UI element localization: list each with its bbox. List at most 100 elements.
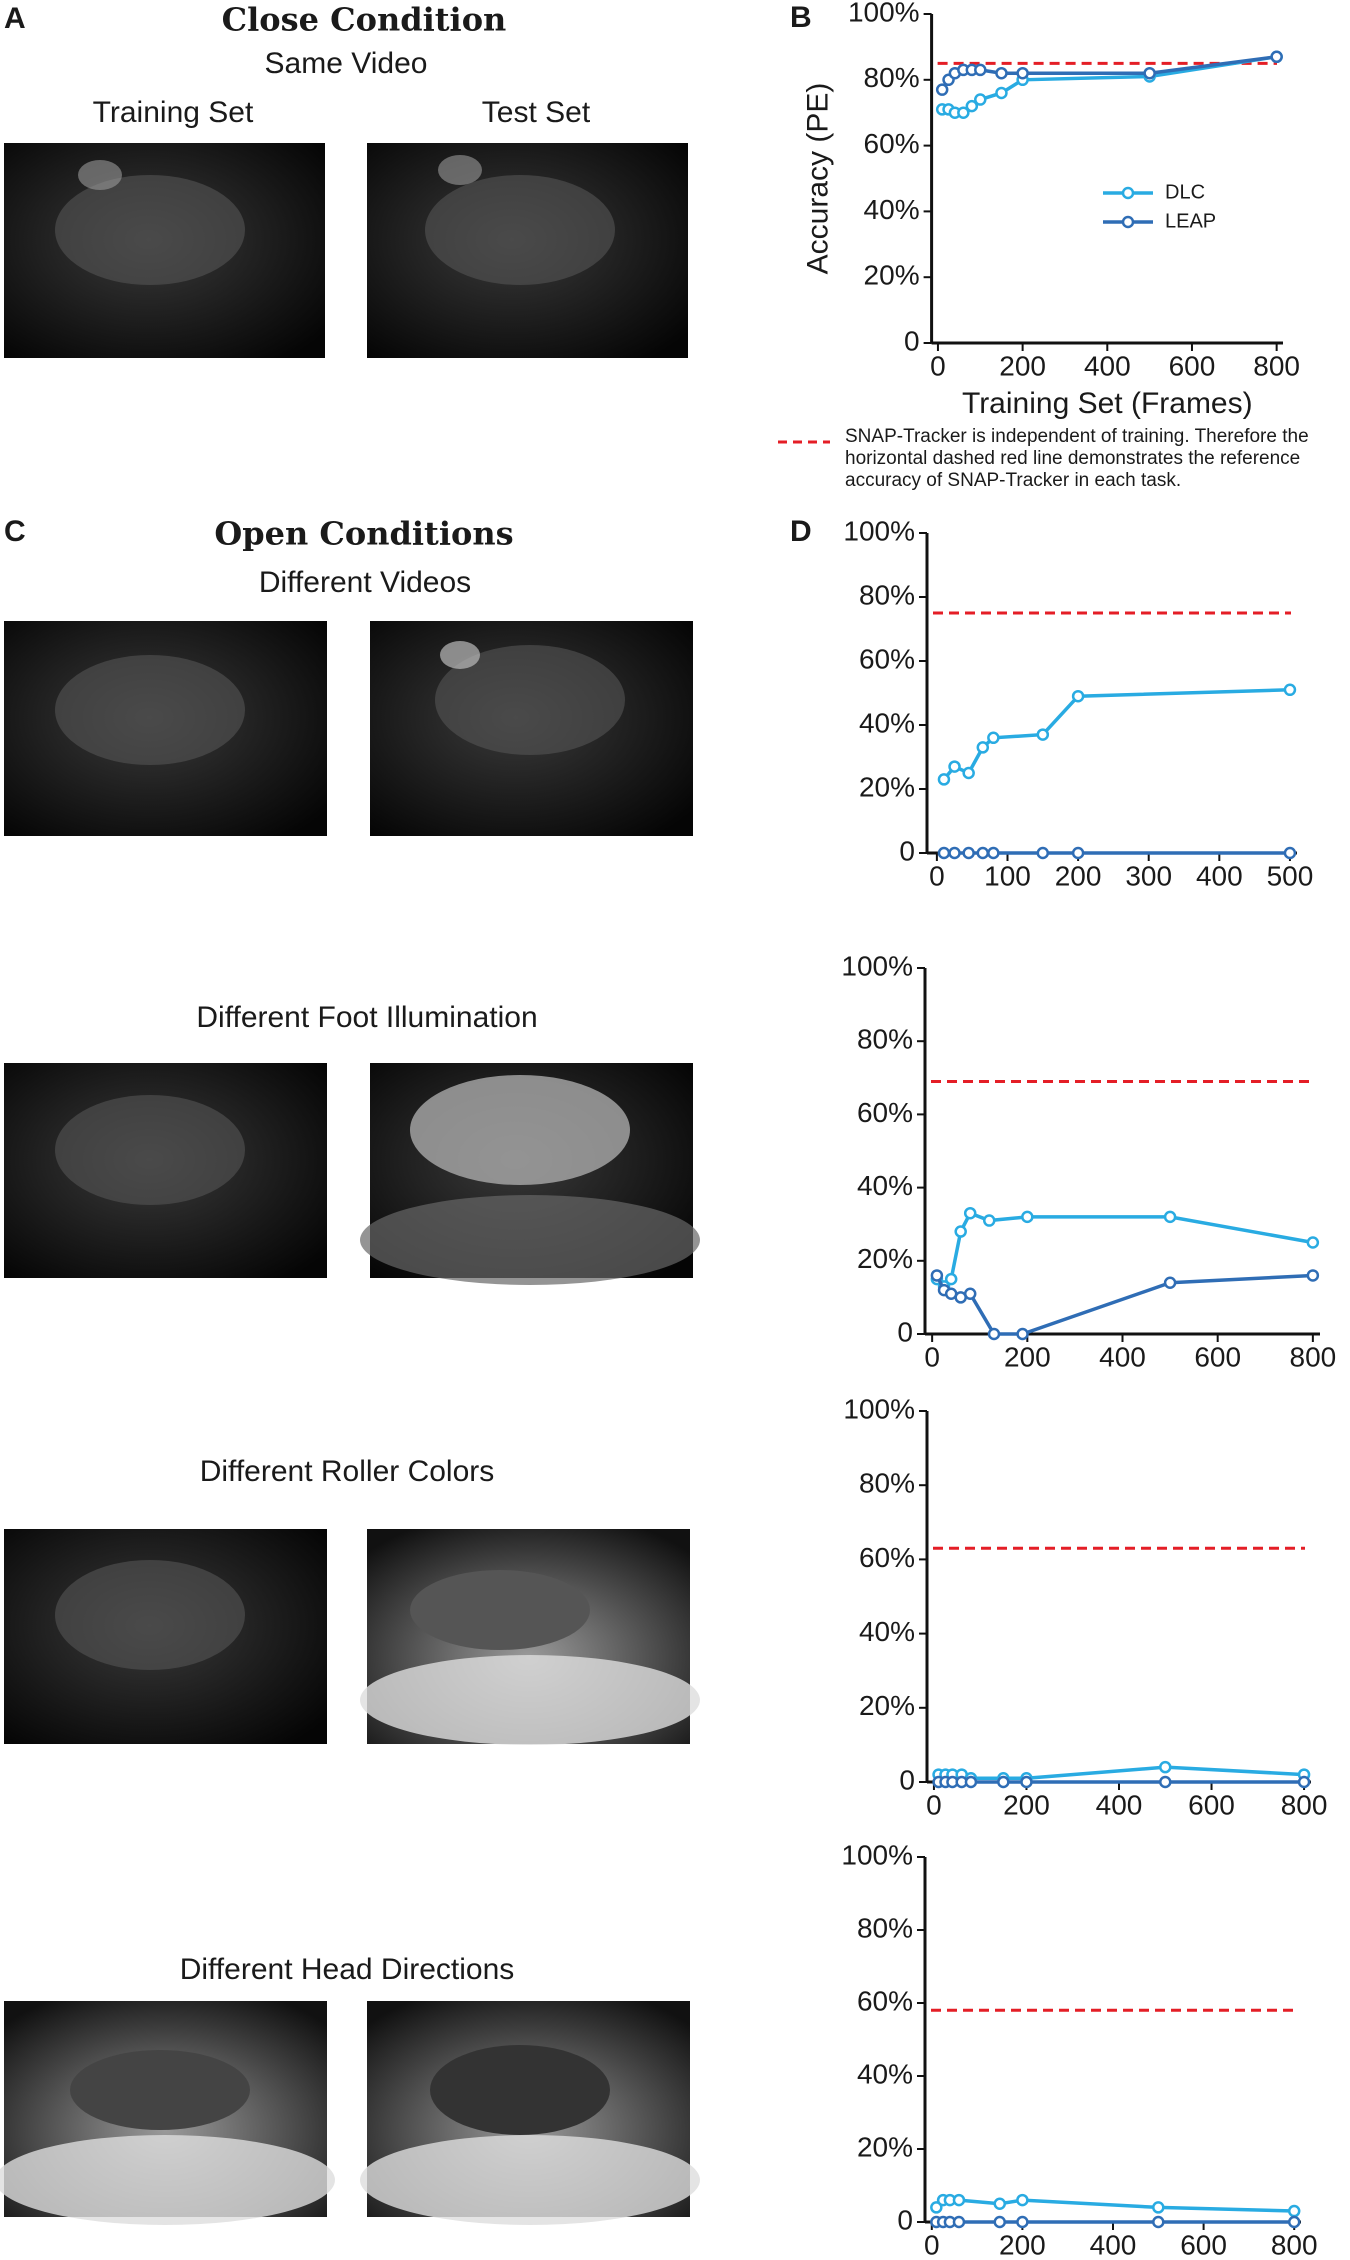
photo (4, 1529, 327, 1744)
y-axis-label: Accuracy (PE) (802, 83, 835, 275)
x-tick-label: 200 (1055, 860, 1102, 891)
note: SNAP-Tracker is independent of training.… (845, 426, 1309, 491)
data-point (987, 846, 1000, 860)
data-point (995, 86, 1008, 100)
x-tick-label: 200 (1004, 1341, 1051, 1372)
y-tick-label: 60% (859, 643, 915, 674)
y-tick-label: 80% (859, 1468, 915, 1499)
photo (4, 1063, 327, 1278)
data-point (937, 846, 951, 860)
y-tick-label: 80% (857, 1024, 913, 1055)
data-point (1016, 66, 1029, 80)
photo (0, 2001, 335, 2225)
data-point (963, 1206, 977, 1220)
data-point (1287, 2204, 1301, 2218)
y-tick-label: 0 (904, 325, 920, 356)
x-tick-label: 400 (1196, 860, 1243, 891)
data-line (935, 1273, 1313, 1336)
x-tick-label: 0 (926, 1789, 942, 1820)
photo (370, 621, 693, 836)
data-point (1071, 689, 1085, 703)
panel-label: D (790, 515, 812, 548)
data-point (982, 1214, 996, 1227)
panel-label: A (4, 2, 26, 35)
data-point (1287, 2215, 1301, 2229)
y-tick-label: 100% (841, 1839, 913, 1870)
caption: Different Roller Colors (200, 1455, 495, 1488)
x-tick-label: 200 (1003, 1789, 1050, 1820)
data-point (963, 1287, 977, 1300)
y-tick-label: 20% (864, 260, 920, 291)
x-tick-label: 0 (930, 350, 946, 381)
data-point (1159, 1760, 1172, 1774)
photo (367, 143, 688, 358)
data-point (987, 731, 1000, 745)
data-point (1306, 1269, 1320, 1282)
x-tick-label: 600 (1188, 1789, 1235, 1820)
data-point (948, 846, 961, 860)
y-tick-label: 0 (899, 1764, 915, 1795)
x-tick-label: 400 (1096, 1789, 1143, 1820)
panel-label: B (790, 1, 812, 34)
data-point (974, 63, 987, 77)
data-line (940, 55, 1277, 91)
caption: Test Set (482, 96, 591, 129)
data-line (935, 2198, 1295, 2213)
x-tick-label: 800 (1253, 350, 1300, 381)
data-point (1036, 846, 1050, 860)
data-point (1159, 1775, 1172, 1789)
x-tick-label: 0 (924, 2229, 940, 2260)
data-point (1016, 2193, 1029, 2207)
data-line (942, 55, 1277, 115)
y-tick-label: 100% (841, 950, 913, 981)
x-tick-label: 500 (1267, 860, 1314, 891)
y-tick-label: 40% (857, 1170, 913, 1201)
data-point (930, 1269, 944, 1282)
photo (4, 621, 327, 836)
x-tick-label: 800 (1281, 1789, 1328, 1820)
photo (360, 2001, 700, 2225)
data-point (944, 1272, 958, 1286)
caption: Same Video (265, 47, 428, 80)
legend-marker (1121, 186, 1135, 200)
legend-marker (1121, 215, 1135, 229)
y-tick-label: 40% (857, 2058, 913, 2089)
data-point (1143, 66, 1156, 80)
data-point (1152, 2201, 1165, 2214)
x-tick-label: 300 (1125, 860, 1172, 891)
data-point (964, 1775, 978, 1789)
x-tick-label: 200 (999, 2229, 1046, 2260)
data-point (974, 93, 987, 106)
x-tick-label: 400 (1090, 2229, 1137, 2260)
photo (4, 143, 325, 358)
y-tick-label: 60% (857, 1985, 913, 2016)
data-point (937, 773, 951, 786)
data-point (1270, 50, 1283, 64)
data-point (954, 1225, 967, 1238)
photo (360, 1529, 700, 1745)
data-point (1306, 1236, 1320, 1249)
data-point (1020, 1775, 1033, 1789)
x-tick-label: 400 (1099, 1341, 1146, 1372)
caption: Different Videos (259, 566, 471, 599)
data-point (993, 2215, 1006, 2229)
y-tick-label: 60% (859, 1542, 915, 1573)
y-tick-label: 40% (859, 1616, 915, 1647)
data-point (1163, 1276, 1177, 1290)
x-tick-label: 200 (999, 350, 1046, 381)
data-point (976, 741, 990, 754)
data-point (962, 766, 975, 780)
y-tick-label: 80% (864, 62, 920, 93)
x-tick-label: 600 (1180, 2229, 1227, 2260)
y-tick-label: 40% (859, 707, 915, 738)
legend-label: LEAP (1165, 210, 1216, 232)
data-point (1152, 2215, 1165, 2229)
x-tick-label: 600 (1169, 350, 1216, 381)
data-point (1016, 1327, 1029, 1341)
data-point (1163, 1210, 1177, 1224)
data-point (948, 760, 961, 773)
y-tick-label: 100% (843, 1393, 915, 1424)
data-point (987, 1327, 1001, 1341)
